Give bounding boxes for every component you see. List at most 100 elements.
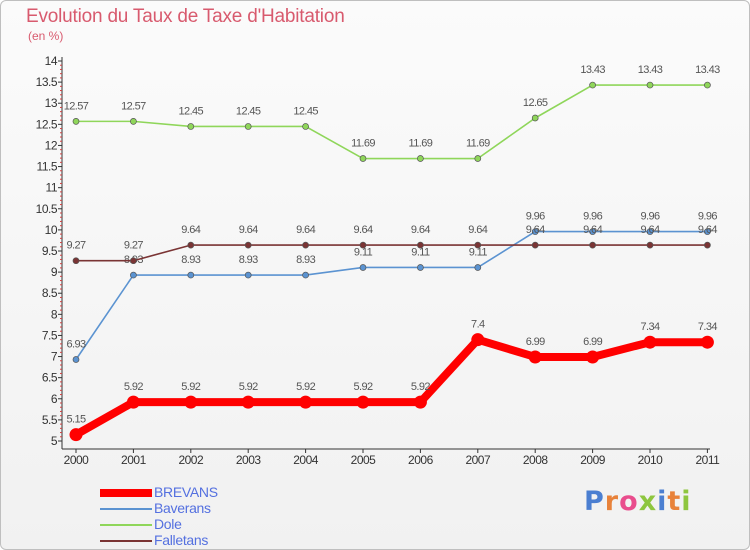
- series-line-brevans: [72, 335, 712, 439]
- y-tick-label: 10: [45, 223, 58, 237]
- data-point-falletans: [531, 241, 539, 249]
- data-label-dole: 13.43: [638, 64, 663, 76]
- chart-title: Evolution du Taux de Taxe d'Habitation: [26, 6, 345, 27]
- legend-label: BREVANS: [154, 484, 218, 500]
- data-label-brevans: 5.92: [296, 381, 315, 393]
- y-tick-label: 9.5: [42, 244, 58, 258]
- data-label-dole: 11.69: [466, 138, 490, 150]
- y-tick-label: 10.5: [36, 202, 58, 216]
- data-label-baverans: 9.96: [698, 211, 717, 223]
- legend-swatch: [100, 508, 152, 510]
- data-point-falletans: [72, 257, 80, 265]
- x-tick-label: 2005: [351, 453, 377, 467]
- y-tick-label: 7.5: [42, 328, 58, 342]
- data-label-brevans: 5.15: [66, 414, 85, 426]
- data-point-baverans: [302, 271, 309, 279]
- data-label-brevans: 6.99: [583, 336, 602, 348]
- data-point-brevans: [586, 350, 600, 364]
- data-point-baverans: [646, 228, 654, 235]
- data-label-falletans: 9.64: [698, 224, 717, 236]
- data-point-baverans: [589, 228, 596, 235]
- data-point-brevans: [700, 335, 714, 349]
- data-point-brevans: [528, 350, 542, 364]
- data-label-falletans: 9.64: [239, 224, 258, 236]
- x-tick-label: 2009: [580, 453, 606, 467]
- data-label-dole: 13.43: [695, 64, 720, 76]
- x-tick-label: 2004: [293, 453, 319, 467]
- data-point-falletans: [359, 241, 367, 249]
- data-label-brevans: 5.92: [353, 381, 372, 393]
- data-label-dole: 11.69: [351, 138, 375, 150]
- data-label-brevans: 5.92: [239, 381, 258, 393]
- y-tick-label: 13: [45, 96, 58, 110]
- x-tick-label: 2000: [64, 453, 90, 467]
- data-point-falletans: [187, 241, 195, 249]
- y-tick-label: 9: [51, 265, 58, 279]
- data-label-baverans: 8.93: [239, 254, 258, 266]
- data-point-dole: [187, 123, 195, 130]
- data-label-falletans: 9.64: [468, 224, 487, 236]
- data-point-baverans: [417, 264, 424, 271]
- data-point-baverans: [187, 271, 195, 279]
- data-label-baverans: 9.11: [411, 246, 430, 258]
- data-point-brevans: [126, 395, 140, 409]
- legend-label: Falletans: [154, 532, 209, 548]
- chart-subtitle: (en %): [28, 29, 64, 43]
- legend-label: Baverans: [154, 500, 211, 516]
- x-tick-label: 2001: [121, 453, 147, 467]
- x-tick-label: 2002: [178, 453, 204, 467]
- legend-label: Dole: [154, 516, 182, 532]
- data-point-falletans: [646, 241, 654, 249]
- data-point-falletans: [244, 241, 252, 249]
- data-point-falletans: [704, 241, 711, 249]
- data-point-baverans: [130, 271, 137, 279]
- y-tick-label: 5.5: [42, 413, 58, 427]
- data-label-dole: 12.45: [236, 105, 261, 117]
- data-point-baverans: [359, 264, 367, 271]
- legend-swatch: [100, 489, 152, 497]
- data-point-brevans: [299, 395, 313, 409]
- data-label-brevans: 5.92: [124, 381, 143, 393]
- data-label-baverans: 9.96: [526, 211, 545, 223]
- data-label-falletans: 9.64: [411, 224, 430, 236]
- data-point-falletans: [417, 241, 424, 249]
- data-label-falletans: 9.64: [181, 224, 200, 236]
- data-label-dole: 12.65: [523, 97, 548, 109]
- data-label-falletans: 9.64: [353, 224, 372, 236]
- legend-swatch: [100, 540, 152, 542]
- data-point-dole: [589, 81, 596, 89]
- data-label-baverans: 9.11: [354, 246, 373, 258]
- y-tick-label: 6.5: [42, 371, 58, 385]
- proxiti-logo: Proxiti: [584, 486, 692, 517]
- data-point-brevans: [643, 335, 657, 349]
- data-label-falletans: 9.27: [124, 240, 143, 252]
- data-point-dole: [130, 118, 137, 125]
- y-tick-label: 7: [51, 350, 58, 364]
- data-point-dole: [72, 118, 80, 125]
- y-tick-label: 6: [51, 392, 58, 406]
- y-tick-label: 14: [45, 54, 58, 68]
- data-point-brevans: [184, 395, 198, 409]
- data-label-brevans: 6.99: [526, 336, 545, 348]
- data-label-brevans: 7.4: [471, 319, 485, 331]
- data-point-dole: [531, 114, 539, 122]
- data-point-dole: [704, 81, 711, 89]
- data-point-dole: [417, 155, 424, 162]
- series-line-falletans: [75, 244, 709, 262]
- y-tick-label: 5: [51, 434, 58, 448]
- data-label-baverans: 9.96: [583, 211, 602, 223]
- data-point-falletans: [589, 241, 596, 249]
- data-label-dole: 12.57: [121, 100, 146, 112]
- data-label-brevans: 7.34: [698, 321, 717, 333]
- data-point-dole: [302, 123, 309, 130]
- data-label-falletans: 9.64: [583, 224, 602, 236]
- y-tick-label: 11: [46, 181, 58, 195]
- x-tick-label: 2008: [523, 453, 549, 467]
- x-tick-label: 2006: [408, 453, 434, 467]
- data-label-dole: 12.45: [293, 105, 318, 117]
- y-tick-label: 8: [51, 307, 58, 321]
- data-label-falletans: 9.64: [526, 224, 545, 236]
- y-tick-label: 12: [45, 138, 58, 152]
- series-line-dole: [75, 84, 709, 160]
